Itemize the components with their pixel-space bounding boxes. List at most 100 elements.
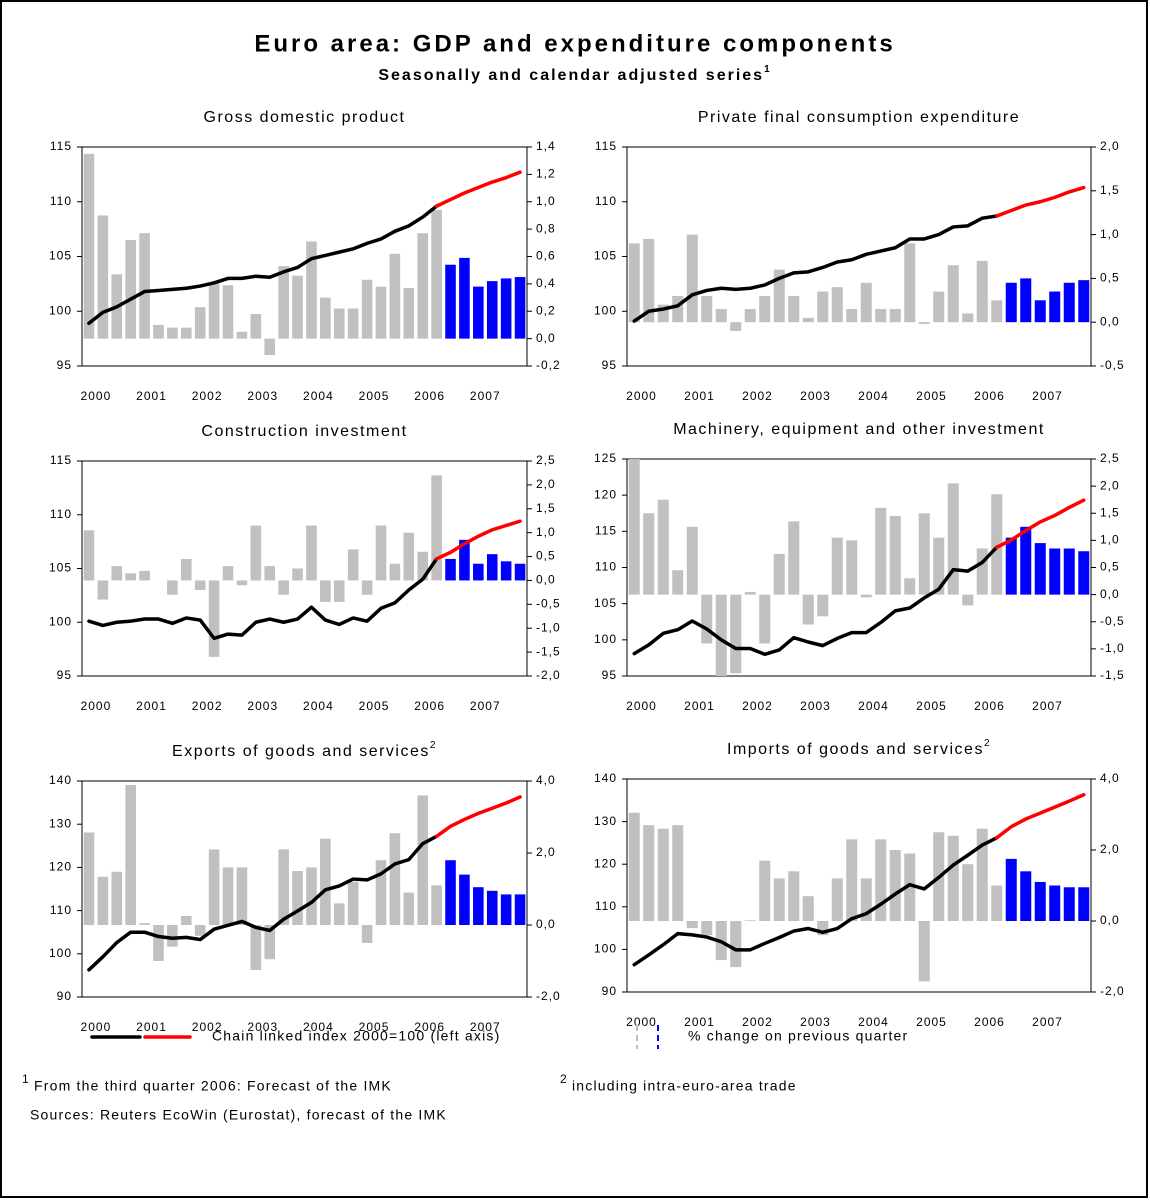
y-tick-label: 115: [595, 524, 617, 538]
y2-tick-label: 2,0: [1100, 842, 1120, 856]
bar: [514, 277, 526, 339]
bar: [1049, 885, 1061, 921]
y-tick-label: 130: [49, 816, 72, 830]
bar: [976, 260, 988, 323]
x-tick-label: 2000: [626, 699, 657, 713]
bar: [167, 925, 178, 947]
y-tick-label: 100: [594, 632, 617, 646]
bar: [347, 881, 359, 925]
footnote: including intra-euro-area trade: [572, 1078, 797, 1094]
y-tick-label: 105: [49, 249, 72, 263]
bar: [333, 308, 345, 339]
bar: [278, 849, 289, 925]
bar: [139, 923, 150, 925]
bar: [500, 278, 512, 339]
index-line: [995, 793, 1086, 840]
bar: [817, 921, 829, 936]
y-tick-label: 90: [57, 989, 72, 1003]
y2-tick-label: 1,4: [536, 139, 556, 153]
bar: [730, 322, 742, 331]
y2-tick-label: 1,5: [1100, 183, 1120, 197]
bar: [846, 309, 858, 323]
bar: [759, 594, 771, 644]
bar: [918, 513, 930, 595]
index-line: [632, 214, 999, 323]
y2-tick-label: 2,0: [536, 477, 556, 491]
index-line: [434, 795, 522, 839]
bar: [389, 253, 401, 339]
bar: [991, 494, 1003, 595]
bar: [1034, 543, 1046, 595]
bar: [264, 338, 276, 356]
bar: [333, 903, 345, 925]
index-line: [87, 204, 439, 326]
y2-tick-label: 4,0: [536, 773, 556, 787]
index-line: [995, 498, 1086, 549]
bar: [817, 291, 829, 323]
bar: [976, 828, 988, 921]
superscript: 1: [764, 64, 772, 75]
y-tick-label: 95: [57, 358, 72, 372]
bar: [1020, 526, 1032, 595]
y-tick-label: 105: [49, 561, 72, 575]
bar: [628, 243, 640, 323]
x-tick-label: 2006: [974, 1015, 1005, 1029]
chart-title: Machinery, equipment and other investmen…: [673, 421, 1045, 438]
y-tick-label: 110: [50, 194, 72, 208]
x-tick-label: 2001: [684, 389, 715, 403]
bar: [125, 240, 136, 339]
bar: [802, 594, 814, 625]
y2-tick-label: 0,0: [1100, 587, 1120, 601]
x-tick-label: 2001: [684, 699, 715, 713]
bar: [264, 925, 276, 960]
y2-tick-label: 1,0: [536, 525, 556, 539]
x-tick-label: 2006: [974, 389, 1005, 403]
bar: [788, 871, 800, 921]
x-tick-label: 2006: [414, 1020, 445, 1034]
x-tick-label: 2005: [359, 699, 390, 713]
bar: [236, 867, 248, 925]
index-line: [632, 545, 999, 657]
bar: [181, 558, 192, 581]
bar: [889, 850, 901, 921]
bar: [97, 580, 109, 600]
y2-tick-label: 2,5: [1100, 451, 1120, 465]
bar: [83, 153, 95, 339]
bar: [831, 287, 843, 323]
bar: [194, 307, 206, 339]
subtitle: Seasonally and calendar adjusted series1: [378, 64, 771, 85]
chart-title: Construction investment: [201, 423, 407, 440]
bar: [701, 295, 713, 323]
bar: [320, 297, 331, 339]
x-tick-label: 2002: [192, 1020, 223, 1034]
x-tick-label: 2001: [136, 1020, 167, 1034]
x-tick-label: 2000: [81, 699, 112, 713]
y2-tick-label: 0,0: [1100, 314, 1120, 328]
bar: [904, 853, 916, 921]
x-tick-label: 2006: [974, 699, 1005, 713]
plot-frame: [626, 778, 1092, 993]
y-tick-label: 110: [50, 903, 72, 917]
bar: [222, 285, 234, 339]
y2-tick-label: -0,5: [1100, 614, 1125, 628]
bar: [657, 828, 669, 921]
bar: [962, 313, 974, 323]
bar: [250, 313, 262, 339]
bar: [962, 864, 974, 921]
x-tick-label: 2004: [303, 699, 334, 713]
bar: [320, 838, 331, 925]
bar: [292, 568, 303, 581]
bar: [208, 282, 220, 339]
bar: [991, 885, 1003, 921]
bar: [139, 570, 150, 581]
x-tick-label: 2005: [359, 1020, 390, 1034]
bar: [514, 563, 526, 581]
y-tick-label: 125: [594, 451, 617, 465]
x-tick-label: 2007: [1032, 1015, 1063, 1029]
bar: [860, 594, 872, 598]
bar: [933, 537, 945, 595]
bar: [672, 825, 684, 921]
y2-tick-label: 1,0: [1100, 533, 1120, 547]
y2-tick-label: 4,0: [1100, 771, 1120, 785]
bar: [759, 295, 771, 323]
